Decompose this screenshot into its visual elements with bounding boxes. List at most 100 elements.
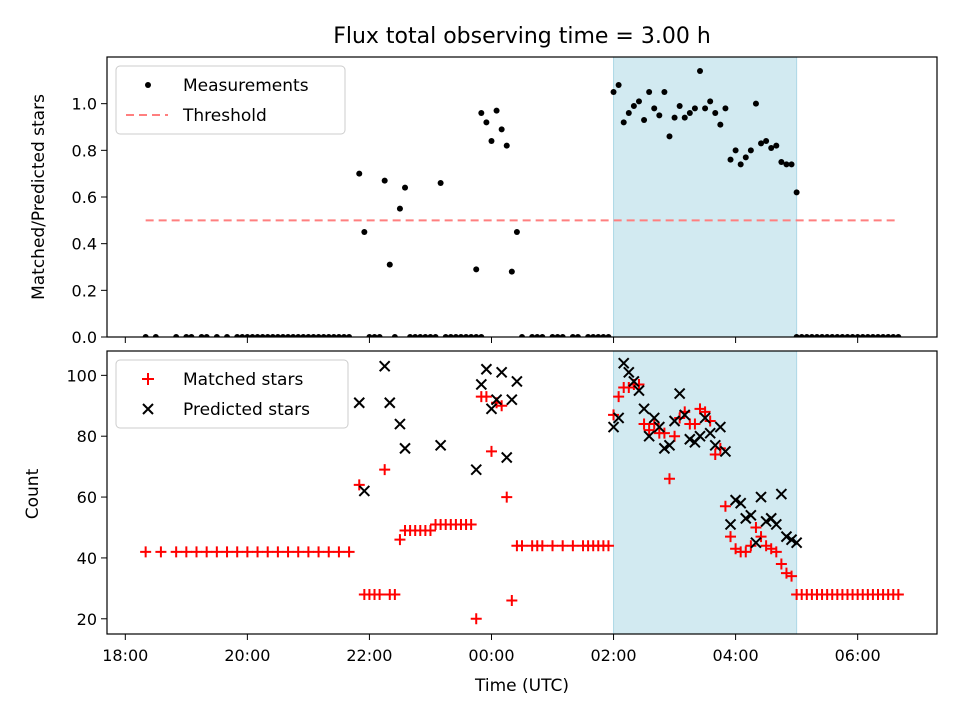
measurement-point [381, 177, 388, 184]
predicted-point [709, 439, 721, 452]
measurement-point [717, 121, 724, 128]
measurement-point [859, 334, 866, 337]
measurement-point [732, 147, 739, 154]
measurement-point [885, 334, 892, 337]
measurement-point [264, 334, 271, 337]
measurement-point [697, 68, 704, 74]
measurement-point [315, 334, 322, 337]
y-tick-label: 100 [66, 366, 97, 385]
measurement-point [646, 89, 653, 95]
measurement-point [452, 334, 459, 337]
predicted-point [511, 375, 523, 388]
matched-point [669, 430, 681, 442]
measurement-point [290, 334, 297, 337]
measurement-point [834, 334, 841, 337]
matched-point [241, 546, 253, 558]
measurement-point [554, 334, 561, 337]
measurement-point [142, 334, 149, 337]
measurement-point [707, 98, 714, 105]
y-tick-label: 1.0 [72, 95, 97, 114]
top-panel: 0.0 0.2 0.4 0.6 0.8 1.0 Measurements Threshold [72, 56, 938, 347]
matched-point [262, 546, 274, 558]
measurement-point [569, 334, 576, 337]
measurement-point [727, 156, 734, 163]
predicted-point [724, 518, 737, 531]
measurement-point [488, 138, 495, 144]
predicted-point [704, 427, 716, 439]
measurement-point [839, 334, 846, 337]
matched-point [343, 546, 355, 558]
measurement-point [427, 334, 434, 337]
y-tick-label: 80 [77, 427, 97, 446]
measurement-point [356, 170, 363, 177]
measurement-point [259, 334, 266, 337]
predicted-point [378, 360, 391, 372]
matched-point [786, 570, 798, 582]
matched-point [211, 546, 223, 558]
predicted-point [785, 533, 798, 546]
measurement-point [503, 142, 510, 149]
matched-point [536, 540, 548, 552]
predicted-point [719, 445, 732, 458]
matched-point [292, 546, 304, 558]
matched-point [221, 546, 233, 558]
matched-point [633, 378, 645, 390]
matched-point [333, 546, 345, 558]
predicted-point [353, 397, 365, 409]
matched-point [313, 546, 325, 558]
measurement-point [529, 334, 536, 337]
measurement-point [376, 334, 383, 337]
measurement-point [641, 117, 648, 123]
measurement-point [213, 334, 220, 337]
legend-matched-marker [142, 373, 154, 385]
top-ylabel: Matched/Predicted stars [29, 94, 49, 300]
legend-label: Predicted stars [183, 400, 310, 420]
matched-point [689, 418, 701, 430]
predicted-point [501, 451, 513, 464]
predicted-point [780, 530, 793, 543]
legend-predicted-marker [142, 403, 154, 415]
measurement-point [742, 154, 749, 161]
measurement-point [173, 334, 180, 337]
measurement-point [442, 334, 449, 337]
matched-point [516, 540, 528, 552]
matched-point [480, 391, 492, 403]
legend: Measurements Threshold [115, 65, 346, 135]
x-tick-label: 04:00 [713, 646, 759, 665]
measurement-point [402, 184, 409, 191]
matched-point [648, 418, 660, 430]
predicted-point [618, 357, 630, 369]
predicted-point [358, 485, 371, 497]
predicted-point [775, 488, 788, 500]
measurement-point [340, 334, 347, 337]
matched-point [180, 546, 192, 558]
predicted-point [750, 537, 762, 549]
measurement-point [513, 229, 520, 235]
predicted-point [729, 494, 742, 506]
measurement-point [279, 334, 286, 337]
plot-area [140, 357, 904, 625]
matched-point [465, 518, 477, 530]
measurement-point [407, 334, 414, 337]
matched-point [140, 546, 152, 558]
measurement-point [417, 334, 424, 337]
legend-box [115, 65, 346, 135]
measurement-point [320, 334, 327, 337]
matched-point [323, 546, 335, 558]
matched-point [638, 418, 650, 430]
matched-point [892, 588, 904, 600]
measurement-point [783, 161, 790, 168]
matched-point [201, 546, 213, 558]
matched-point [170, 546, 182, 558]
y-tick-label: 0.6 [72, 188, 97, 207]
predicted-point [623, 366, 635, 379]
measurement-point [559, 334, 566, 337]
measurement-point [808, 334, 815, 337]
measurement-point [656, 112, 663, 119]
measurement-point [610, 89, 617, 95]
matched-point [353, 479, 365, 491]
matched-point [379, 464, 391, 476]
measurement-point [824, 334, 831, 337]
matched-point [252, 546, 264, 558]
